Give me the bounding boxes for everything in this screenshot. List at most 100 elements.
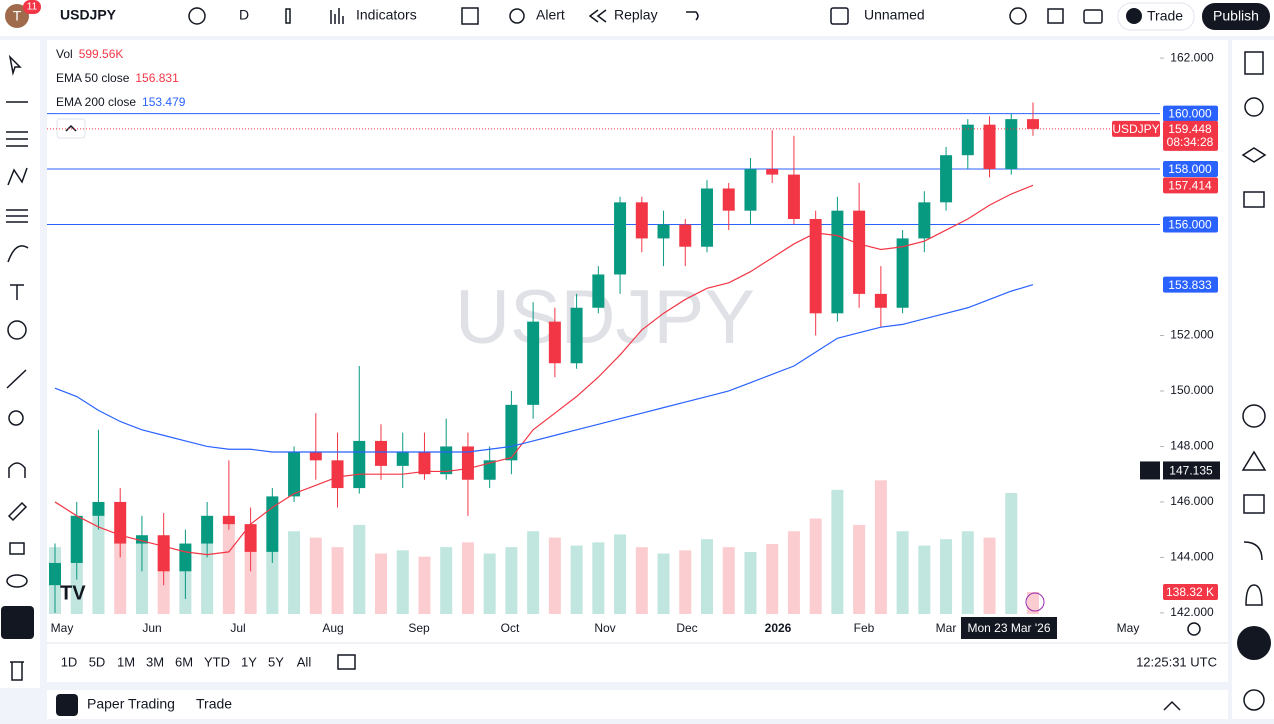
ruler-tool[interactable] xyxy=(6,369,27,389)
candle-body xyxy=(114,501,127,544)
layers-icon[interactable] xyxy=(1241,147,1267,163)
trade-label: Trade xyxy=(1147,8,1183,24)
add-symbol-icon[interactable] xyxy=(188,7,206,25)
draw-lock[interactable] xyxy=(7,501,28,522)
expand-panel[interactable] xyxy=(1163,700,1181,711)
volume-bar xyxy=(766,543,779,614)
y-tick-label: 144.000 xyxy=(1170,550,1214,564)
timeframe[interactable]: 5D xyxy=(89,654,106,669)
chat-icon[interactable] xyxy=(1243,191,1265,208)
candle-body xyxy=(896,238,909,308)
magnet-tool[interactable] xyxy=(8,462,26,478)
emoji-tool[interactable] xyxy=(7,320,27,340)
volume-bar xyxy=(114,534,127,614)
publish-button[interactable] xyxy=(1202,3,1270,30)
volume-bar xyxy=(288,531,301,614)
paper-trading[interactable]: Paper Trading xyxy=(87,696,175,712)
date-range-icon[interactable] xyxy=(337,654,356,670)
bottom-trade[interactable]: Trade xyxy=(196,696,232,712)
hide-tool[interactable] xyxy=(6,574,28,588)
interval[interactable]: D xyxy=(239,7,249,23)
timeframe[interactable]: 1D xyxy=(61,654,78,669)
volume-bar xyxy=(874,480,887,614)
alert[interactable]: Alert xyxy=(536,7,565,23)
fib-tool[interactable] xyxy=(6,131,28,147)
price-tag-label: 156.000 xyxy=(1168,218,1212,232)
templates-icon[interactable] xyxy=(461,7,479,25)
candle-body xyxy=(766,169,779,175)
timeframe[interactable]: 3M xyxy=(146,654,164,669)
volume-bar xyxy=(135,542,148,614)
text-tool[interactable] xyxy=(10,284,24,300)
layout-name[interactable]: Unnamed xyxy=(864,7,925,23)
avatar[interactable] xyxy=(5,4,29,28)
indicators[interactable]: Indicators xyxy=(356,7,417,23)
candle-body xyxy=(527,321,540,405)
drawing-tools xyxy=(6,54,29,681)
volume-bar xyxy=(92,510,105,614)
event-icon[interactable] xyxy=(1025,592,1045,612)
pattern-tool[interactable] xyxy=(7,167,28,186)
volume-bar xyxy=(375,553,387,614)
target-icon[interactable] xyxy=(1242,404,1266,428)
candle-body xyxy=(831,210,844,314)
cursor-tool[interactable] xyxy=(8,54,22,76)
legend-name: EMA 200 close xyxy=(56,95,136,109)
candle-body xyxy=(483,460,496,480)
candle-body xyxy=(983,124,996,170)
y-tick-label: 162.000 xyxy=(1170,50,1214,64)
trade-icon xyxy=(1126,8,1142,24)
snapshot-icon[interactable] xyxy=(1083,9,1103,24)
delete-tool[interactable] xyxy=(10,661,24,681)
brush-tool[interactable] xyxy=(7,245,29,263)
alert-icon xyxy=(509,8,525,24)
volume-bar xyxy=(570,545,583,614)
candle-type-icon[interactable] xyxy=(285,8,291,24)
symbol[interactable]: USDJPY xyxy=(60,7,117,23)
timeframe[interactable]: 6M xyxy=(175,654,193,669)
undo-icon[interactable] xyxy=(686,11,699,21)
candle-body xyxy=(244,524,257,552)
crosshair-date-tag xyxy=(961,617,1057,639)
fullscreen-icon[interactable] xyxy=(1047,8,1064,24)
candle-body xyxy=(309,452,322,461)
zoom-tool[interactable] xyxy=(8,410,24,426)
help-icon[interactable] xyxy=(1243,689,1265,711)
timeframe[interactable]: 5Y xyxy=(268,654,284,669)
candle-body xyxy=(787,174,800,219)
x-axis-label: Jun xyxy=(142,621,161,635)
badge-count: 11 xyxy=(27,2,38,13)
stream-icon[interactable] xyxy=(1243,541,1263,561)
candle-body xyxy=(722,188,735,211)
replay[interactable]: Replay xyxy=(614,7,658,23)
candle-body xyxy=(288,452,301,497)
settings-icon[interactable] xyxy=(1009,7,1027,25)
volume-bar xyxy=(483,553,496,614)
alerts-icon[interactable] xyxy=(1244,97,1264,117)
volume-bar xyxy=(657,553,670,614)
price-tag-label: 153.833 xyxy=(1168,278,1212,292)
candle-body xyxy=(1027,119,1039,129)
paper-icon xyxy=(56,694,78,716)
volume-bar xyxy=(853,524,866,614)
timeframe[interactable]: All xyxy=(297,654,312,669)
symbol-tag xyxy=(1112,120,1160,137)
layout-icon xyxy=(830,7,849,25)
timeframe[interactable]: YTD xyxy=(204,654,230,669)
candle-body xyxy=(157,535,170,572)
timeframe[interactable]: 1M xyxy=(117,654,135,669)
notifications-icon[interactable] xyxy=(1245,584,1263,606)
lock-tool[interactable] xyxy=(9,542,25,555)
x-axis-label: Sep xyxy=(408,621,430,635)
ideas-icon[interactable] xyxy=(1241,450,1267,471)
tv-logo: TV xyxy=(60,582,86,604)
timeframe[interactable]: 1Y xyxy=(241,654,257,669)
watchlist-icon[interactable] xyxy=(1244,51,1264,75)
candle-body xyxy=(1005,119,1018,170)
apps-button[interactable] xyxy=(1237,626,1271,660)
forecast-tool[interactable] xyxy=(6,209,28,223)
link-tool-active[interactable] xyxy=(1,606,34,639)
calendar-icon[interactable] xyxy=(1243,494,1265,514)
candle-body xyxy=(853,210,866,294)
axis-settings[interactable] xyxy=(1187,622,1201,636)
